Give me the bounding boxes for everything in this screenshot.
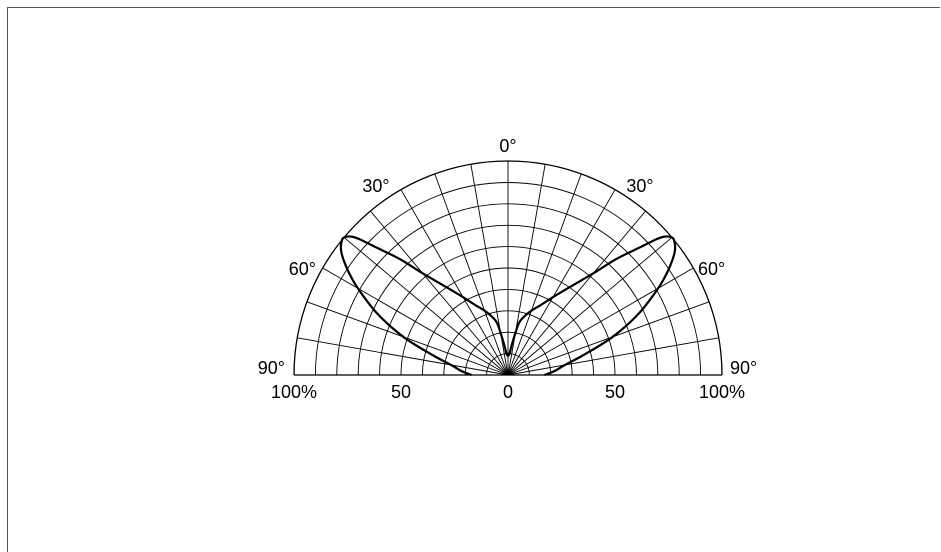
angle-label-left-90: 90° (258, 358, 285, 378)
angle-label-right-90: 90° (730, 358, 757, 378)
polar-grid (293, 160, 723, 376)
grid-spoke (507, 337, 719, 376)
radial-label-left-100: 100% (271, 382, 317, 402)
intensity-curve (339, 235, 677, 377)
angle-label-0: 0° (499, 136, 516, 156)
radial-label-right-100: 100% (699, 382, 745, 402)
chart-frame (7, 7, 940, 552)
grid-spoke (507, 210, 646, 376)
angle-label-right-60: 60° (698, 259, 725, 279)
angle-label-right-30: 30° (626, 176, 653, 196)
tick-labels: 0° 30° 30° 60° 60° 90° 90° 100% 50 0 50 … (258, 136, 757, 402)
series-layer (339, 235, 677, 377)
grid-spoke (297, 337, 509, 376)
angle-label-left-30: 30° (362, 176, 389, 196)
grid-spoke (507, 237, 673, 376)
grid-spoke (507, 173, 582, 376)
grid-spoke (434, 173, 509, 376)
grid-spoke (306, 301, 509, 376)
grid-spoke (322, 267, 509, 376)
grid-spoke (507, 189, 616, 376)
radial-label-right-50: 50 (605, 382, 625, 402)
grid-spoke (400, 189, 509, 376)
grid-spoke (507, 267, 694, 376)
radial-label-0: 0 (503, 382, 513, 402)
grid-spoke (507, 301, 710, 376)
grid-spoke (370, 210, 509, 376)
grid-spoke (343, 237, 509, 376)
radial-label-left-50: 50 (391, 382, 411, 402)
angle-label-left-60: 60° (289, 259, 316, 279)
